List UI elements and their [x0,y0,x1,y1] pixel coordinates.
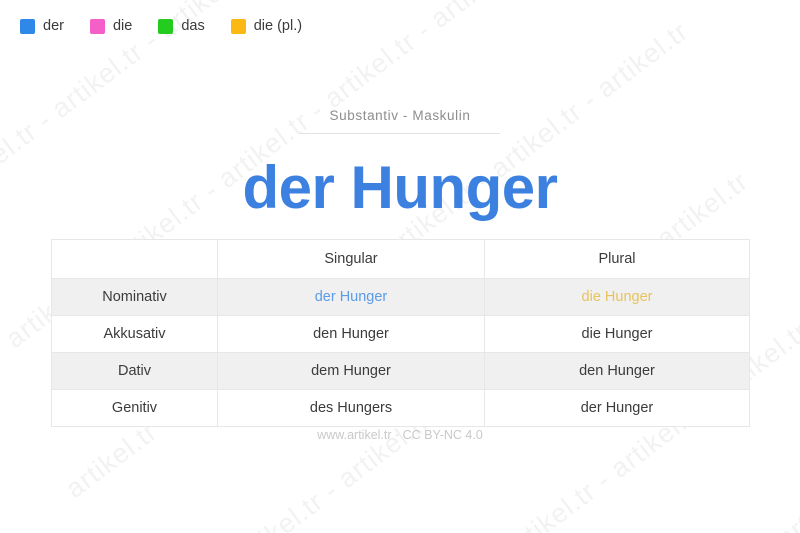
cell-plural: die Hunger [484,315,750,353]
cell-singular: der Hunger [217,278,485,316]
legend-item-der: der [20,19,64,34]
table-row: Akkusativ den Hunger die Hunger [51,315,750,353]
column-header-singular: Singular [217,239,485,279]
column-header-plural: Plural [484,239,750,279]
heading-block: Substantiv - Maskulin der Hunger [0,108,800,219]
legend-item-label: das [181,18,205,35]
legend-item-die: die [89,18,133,35]
table-row: Genitiv des Hungers der Hunger [51,389,750,427]
word-category-label: Substantiv - Maskulin [329,108,471,123]
legend-item-das: das [158,18,205,35]
cell-singular: des Hungers [217,389,485,427]
heading-divider [300,133,500,134]
cell-singular: den Hunger [217,315,485,353]
declension-table: Singular Plural Nominativ der Hunger die H… [51,239,750,427]
legend-item-label: die [112,18,133,35]
legend-item-die-pl: die (pl.) [230,18,303,35]
color-swatch-icon [158,19,174,34]
cell-singular: dem Hunger [217,352,485,390]
table-header: Singular Plural [51,239,750,279]
color-swatch-icon [89,19,105,34]
article-color-legend: der die das die (pl.) [20,19,302,34]
cell-plural: der Hunger [484,389,750,427]
cell-plural: den Hunger [484,352,750,390]
table-header-row: Singular Plural [51,239,750,279]
column-header-case [51,239,218,279]
table-row: Nominativ der Hunger die Hunger [51,278,750,316]
table-body: Nominativ der Hunger die Hunger Akkusativ de… [51,278,750,427]
cell-case-label: Nominativ [51,278,218,316]
legend-item-label: der [43,18,64,35]
cell-case-label: Dativ [51,352,218,390]
cell-case-label: Genitiv [51,389,218,427]
cell-plural: die Hunger [484,278,750,316]
footer-credit: www.artikel.tr · CC BY-NC 4.0 [317,428,483,442]
table-row: Dativ dem Hunger den Hunger [51,352,750,390]
color-swatch-icon [230,19,246,34]
legend-item-label: die (pl.) [253,18,303,35]
page-title: der Hunger [242,154,558,221]
cell-case-label: Akkusativ [51,315,218,353]
color-swatch-icon [20,19,35,34]
